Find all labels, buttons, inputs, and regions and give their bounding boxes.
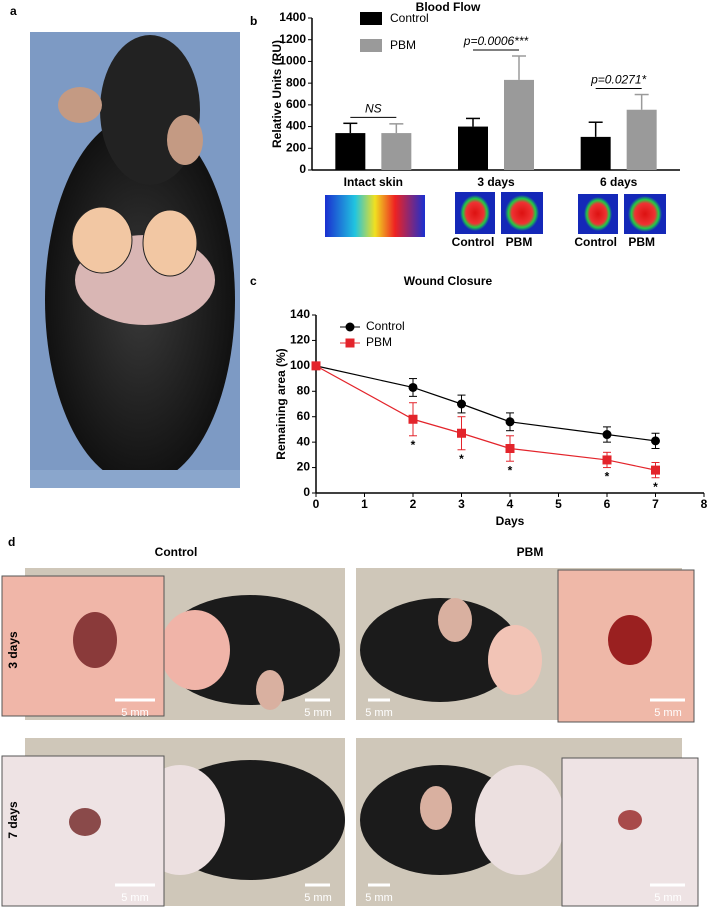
point [457,428,466,438]
annotation: * [411,438,416,452]
point [505,444,515,453]
point [602,455,612,465]
y-tick-label: 800 [286,75,306,89]
annotation: * [459,452,464,466]
heat-maps [325,192,666,237]
panel-label: c [250,274,257,288]
scale-bars: 5 mm 5 mm 5 mm 5 mm 5 mm 5 mm 5 mm 5 mm [115,698,685,904]
y-tick-label: 400 [286,119,306,133]
row-heading: 3 days [6,631,20,669]
x-tick-label: 6 [604,497,611,511]
bar [381,133,412,170]
scale-label: 5 mm [365,892,393,904]
scale-label: 5 mm [654,707,682,719]
photos-d [1,568,699,907]
legend-marker [345,338,355,348]
y-tick-label: 100 [290,358,310,372]
y-axis-label: Remaining area (%) [274,348,288,459]
x-tick-label: 4 [507,497,514,511]
bar [504,79,534,170]
x-tick-label: 3 [458,497,465,511]
x-tick-label: 8 [701,497,708,511]
bar [580,136,611,170]
point [651,465,660,475]
image-label: PBM [506,235,533,249]
point [505,417,515,427]
annotation: * [605,470,610,484]
column-heading: PBM [517,545,544,559]
y-tick-label: 600 [286,97,306,111]
y-tick-label: 0 [303,485,310,499]
point [457,399,466,409]
point [408,382,418,392]
point [408,414,418,424]
x-tick-label: 0 [313,497,320,511]
scale-label: 5 mm [654,892,682,904]
legend-marker [345,322,355,332]
legend-label: Control [366,319,405,333]
point [602,430,612,440]
scale-label: 5 mm [304,707,332,719]
y-tick-label: 1000 [279,54,306,68]
scale-label: 5 mm [365,707,393,719]
y-tick-label: 60 [297,409,311,423]
y-tick-label: 140 [290,307,310,321]
y-axis-label: Relative Units (RU) [270,40,284,148]
image-label: Control [574,235,617,249]
row-heading: 7 days [6,801,20,839]
column-heading: Control [155,545,198,559]
y-tick-label: 80 [297,383,311,397]
legend-label: PBM [366,335,392,349]
chart-title: Wound Closure [404,274,493,288]
legend-label: PBM [390,38,416,52]
point [651,436,660,446]
legend-swatch [360,39,382,52]
image-label: PBM [628,235,655,249]
x-tick-label: Intact skin [344,175,403,189]
y-tick-label: 200 [286,140,306,154]
panel-label: d [8,535,15,549]
annotation: NS [365,101,382,115]
x-axis-label: Days [496,514,525,528]
y-tick-label: 120 [290,333,310,347]
annotation: p=0.0271* [590,73,646,87]
annotation: * [653,480,658,494]
x-tick-label: 5 [555,497,562,511]
y-tick-label: 1200 [279,32,306,46]
series-line [315,365,656,442]
y-tick-label: 1400 [279,10,306,24]
photo-a [30,32,240,488]
y-tick-label: 0 [299,162,306,176]
bar [335,133,366,170]
x-tick-label: 7 [652,497,659,511]
panel-label: a [10,4,17,18]
x-tick-label: 6 days [600,175,638,189]
image-label: Control [452,235,495,249]
bar [458,126,488,170]
x-tick-label: 2 [410,497,417,511]
scale-label: 5 mm [304,892,332,904]
scale-label: 5 mm [121,707,149,719]
point [311,361,321,371]
annotation: p=0.0006*** [463,34,529,48]
x-tick-label: 3 days [477,175,515,189]
y-tick-label: 40 [297,434,311,448]
panel-label: b [250,14,257,28]
chart-title: Blood Flow [416,0,481,14]
series-line [315,365,656,471]
bar [626,109,657,170]
legend-label: Control [390,11,429,25]
scale-label: 5 mm [121,892,149,904]
annotation: * [508,463,513,477]
x-tick-label: 1 [361,497,368,511]
legend-swatch [360,12,382,25]
y-tick-label: 20 [297,460,311,474]
